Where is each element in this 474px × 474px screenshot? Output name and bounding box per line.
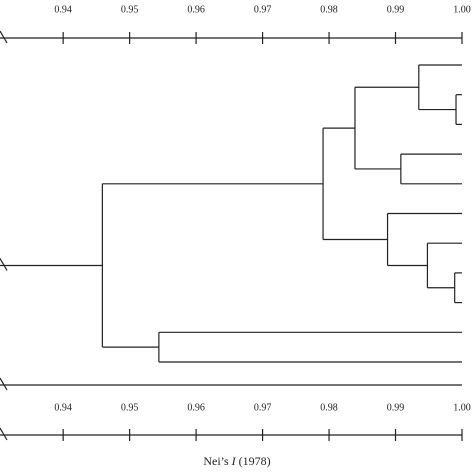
axes: 0.94 0.95 0.96 0.97 0.98 0.99 1.00 0.94 0.95 0.96…	[0, 4, 471, 441]
x-tick-label: 0.94	[54, 402, 72, 413]
x-tick-label: 0.99	[387, 4, 405, 15]
x-tick-label: 0.97	[254, 4, 272, 15]
x-tick-label: 0.98	[320, 4, 338, 15]
x-axis-label-part: Nei’s	[203, 454, 231, 468]
axis-break	[0, 377, 8, 391]
x-tick-label: 0.98	[320, 402, 338, 413]
x-tick-label: 0.95	[121, 4, 139, 15]
x-tick-label: 1.00	[453, 4, 471, 15]
x-tick-label: 0.99	[387, 402, 405, 413]
x-tick-label: 0.96	[187, 402, 205, 413]
axis-break	[0, 258, 8, 271]
axis-break	[0, 427, 8, 441]
x-tick-label: 0.96	[187, 4, 205, 15]
x-tick-label: 0.97	[254, 402, 272, 413]
x-tick-label: 1.00	[453, 402, 471, 413]
axis-break	[0, 30, 8, 44]
x-axis-label: Nei’s I (1978)	[203, 454, 270, 468]
x-tick-label: 0.94	[54, 4, 72, 15]
x-axis-label-part: (1978)	[236, 454, 271, 468]
x-tick-label: 0.95	[121, 402, 139, 413]
x-axis-label-part: I	[231, 454, 237, 468]
dendrogram	[0, 64, 462, 363]
